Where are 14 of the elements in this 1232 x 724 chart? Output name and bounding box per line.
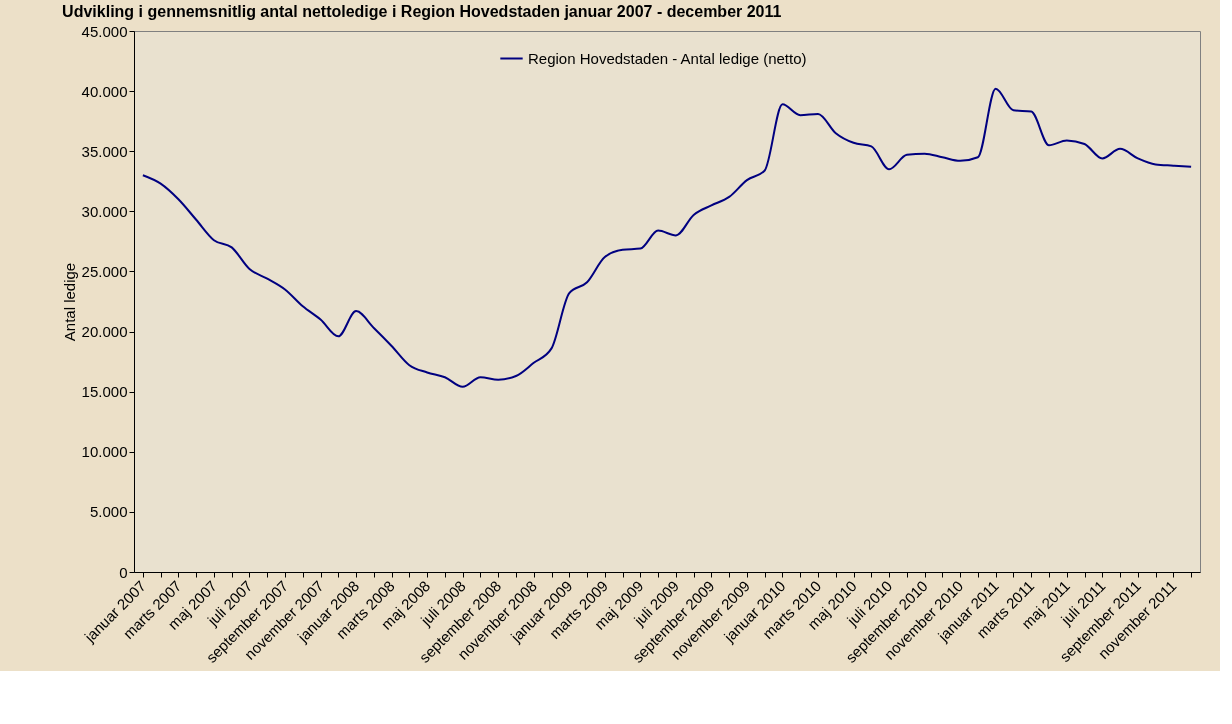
y-axis-title: Antal ledige [60,262,78,342]
y-tick-label: 25.000 [81,262,128,280]
y-tick-label: 5.000 [89,503,128,521]
chart-title: Udvikling i gennemsnitlig antal nettoledige i Region Hovedstaden januar 2007 - december 2011 [62,3,782,20]
y-tick-label: 35.000 [81,142,128,160]
y-tick-label: 45.000 [81,22,128,40]
y-tick-label: 40.000 [81,82,128,100]
y-tick-label: 15.000 [81,383,128,401]
y-tick-label: 30.000 [81,202,128,220]
legend-label: Region Hovedstaden - Antal ledige (netto) [528,49,807,67]
y-tick-label: 10.000 [81,443,128,461]
line-series [141,87,1193,388]
y-tick-label: 0 [119,563,128,581]
y-tick-label: 20.000 [81,323,128,341]
